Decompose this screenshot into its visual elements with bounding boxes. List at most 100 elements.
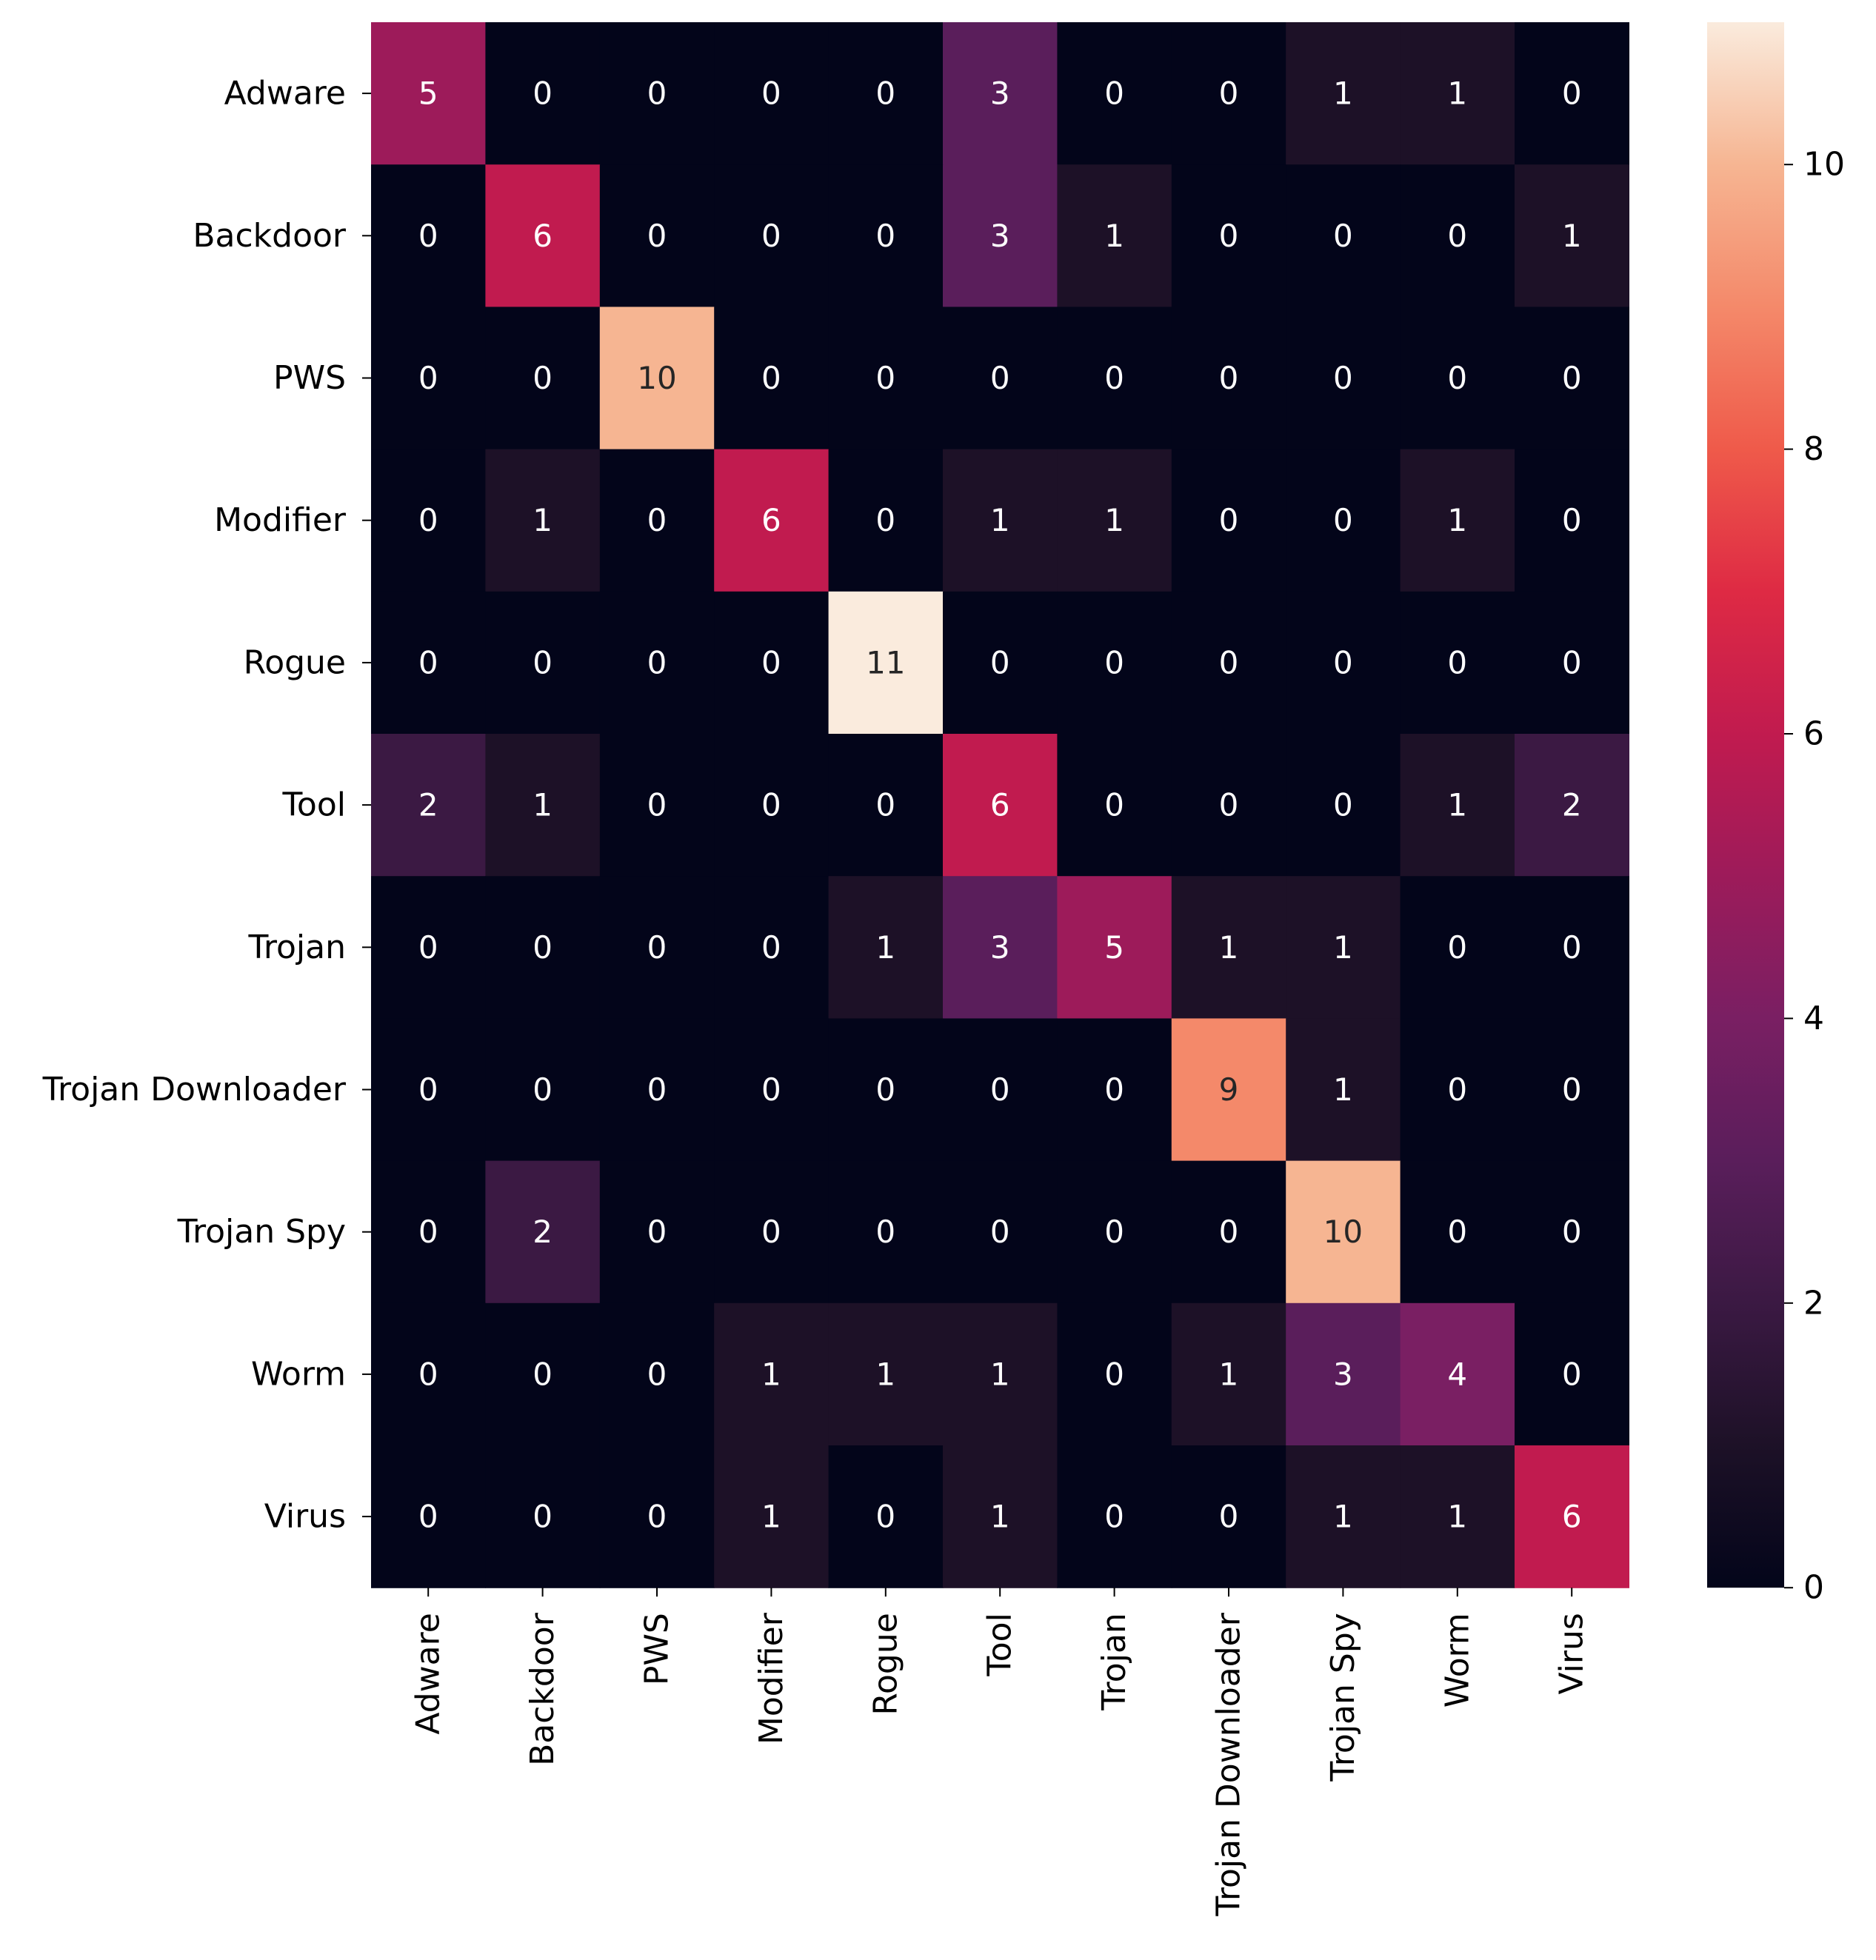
heatmap-cell [1171, 307, 1286, 450]
cell-value-label: 2 [1562, 787, 1582, 823]
cell-value-label: 10 [637, 360, 676, 396]
heatmap-cell [599, 734, 715, 877]
heatmap-cell [714, 1445, 829, 1588]
heatmap-cell [1057, 876, 1172, 1019]
heatmap-cell [599, 449, 715, 592]
cell-value-label: 6 [990, 787, 1010, 823]
colorbar-tick-label: 2 [1803, 1284, 1824, 1322]
cell-value-label: 0 [647, 502, 667, 538]
cell-value-label: 0 [1104, 644, 1124, 680]
heatmap-cell [1171, 164, 1286, 307]
column-label: Worm [1438, 1613, 1476, 1708]
heatmap-cell [1515, 449, 1629, 592]
cell-value-label: 0 [1104, 1071, 1124, 1108]
row-label: PWS [273, 359, 346, 397]
heatmap-cell [828, 307, 944, 450]
cell-value-label: 1 [1333, 1071, 1353, 1108]
cell-value-label: 0 [533, 76, 553, 112]
cell-value-label: 1 [1219, 929, 1239, 966]
cell-value-label: 0 [1333, 502, 1353, 538]
cell-value-label: 1 [761, 1499, 781, 1535]
heatmap-cell [599, 164, 715, 307]
cell-value-label: 3 [1333, 1356, 1353, 1392]
row-label: Tool [282, 786, 346, 824]
cell-value-label: 0 [1104, 1214, 1124, 1250]
heatmap-cell [1515, 22, 1629, 165]
cell-value-label: 0 [1219, 644, 1239, 680]
cell-value-label: 0 [990, 360, 1010, 396]
cell-value-label: 0 [418, 502, 438, 538]
heatmap-cell [1171, 876, 1286, 1019]
cell-value-label: 0 [1104, 1499, 1124, 1535]
cell-value-label: 0 [533, 929, 553, 966]
heatmap-cell [943, 591, 1058, 735]
cell-value-label: 1 [1333, 929, 1353, 966]
heatmap-cell [943, 876, 1058, 1019]
heatmap-cell [828, 164, 944, 307]
cell-value-label: 1 [875, 1356, 895, 1392]
cell-value-label: 0 [1333, 787, 1353, 823]
cell-value-label: 0 [1219, 787, 1239, 823]
heatmap-cell [943, 1018, 1058, 1162]
cell-value-label: 0 [990, 1214, 1010, 1250]
heatmap-cell [371, 449, 486, 592]
heatmap-cell [485, 164, 601, 307]
cell-value-label: 1 [1333, 76, 1353, 112]
colorbar-tick-label: 6 [1803, 715, 1824, 753]
cell-value-label: 0 [647, 1356, 667, 1392]
cell-value-label: 0 [1104, 76, 1124, 112]
cell-value-label: 0 [418, 360, 438, 396]
heatmap-cells [371, 22, 1629, 1588]
cell-value-label: 0 [533, 1356, 553, 1392]
heatmap-cell [1515, 1160, 1629, 1304]
heatmap-cell [1286, 1445, 1401, 1588]
cell-value-label: 0 [418, 1499, 438, 1535]
heatmap-cell [1171, 1445, 1286, 1588]
heatmap-cell [1515, 1302, 1629, 1446]
heatmap-cell [1171, 734, 1286, 877]
heatmap-cell [1515, 1445, 1629, 1588]
heatmap-cell [485, 734, 601, 877]
heatmap-cell [828, 1018, 944, 1162]
column-label: Virus [1553, 1613, 1591, 1694]
cell-value-label: 4 [1447, 1356, 1467, 1392]
heatmap-cell [371, 591, 486, 735]
heatmap-cell [1171, 1302, 1286, 1446]
heatmap-cell [1286, 876, 1401, 1019]
colorbar-tick-label: 4 [1803, 1000, 1824, 1037]
cell-value-label: 5 [418, 76, 438, 112]
cell-value-label: 0 [1219, 218, 1239, 254]
cell-value-label: 1 [761, 1356, 781, 1392]
colorbar-gradient [1707, 22, 1784, 1588]
heatmap-cell [714, 591, 829, 735]
heatmap-cell [1286, 1018, 1401, 1162]
heatmap-cell [714, 1160, 829, 1304]
cell-value-label: 11 [866, 644, 905, 680]
heatmap-cell [943, 164, 1058, 307]
row-label: Trojan Downloader [42, 1071, 347, 1108]
colorbar-tick-label: 0 [1803, 1569, 1824, 1607]
heatmap-cell [1515, 307, 1629, 450]
heatmap-cell [485, 307, 601, 450]
heatmap-cell [1400, 22, 1515, 165]
cell-value-label: 0 [1562, 1214, 1582, 1250]
cell-value-label: 2 [418, 787, 438, 823]
heatmap-cell [1171, 449, 1286, 592]
heatmap-cell [1400, 591, 1515, 735]
cell-value-label: 0 [647, 218, 667, 254]
heatmap-cell [714, 1302, 829, 1446]
heatmap-cell [1400, 734, 1515, 877]
heatmap-cell [1286, 449, 1401, 592]
heatmap-cell [1286, 22, 1401, 165]
cell-value-label: 0 [418, 929, 438, 966]
column-label: Trojan [1095, 1613, 1133, 1711]
cell-value-label: 6 [1562, 1499, 1582, 1535]
heatmap-cell [1286, 734, 1401, 877]
colorbar-tick-label: 8 [1803, 430, 1824, 468]
cell-value-label: 0 [647, 787, 667, 823]
heatmap-cell [1057, 1018, 1172, 1162]
cell-value-label: 1 [1447, 502, 1467, 538]
heatmap-cell [1286, 1160, 1401, 1304]
heatmap-cell [1286, 164, 1401, 307]
cell-value-label: 5 [1104, 929, 1124, 966]
